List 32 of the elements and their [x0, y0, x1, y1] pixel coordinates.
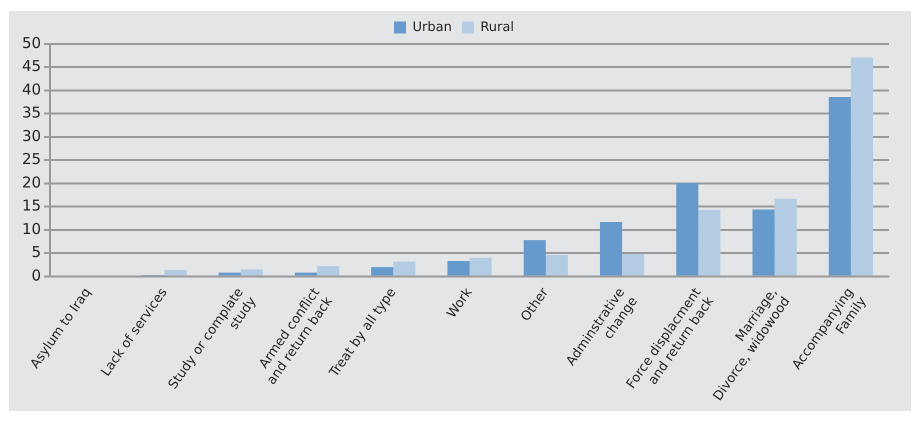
bar: [698, 210, 720, 276]
bar: [218, 272, 241, 276]
bar: [447, 261, 470, 276]
bar: [317, 266, 340, 276]
y-tick-label: 40: [22, 80, 42, 98]
bar: [294, 272, 318, 276]
y-tick-label: 0: [32, 266, 42, 284]
bar: [164, 270, 187, 276]
y-tick-label: 25: [22, 150, 42, 168]
bar: [393, 261, 416, 276]
y-tick-label: 30: [22, 126, 42, 145]
y-tick-label: 50: [22, 34, 42, 52]
bar: [546, 254, 568, 276]
bar: [752, 209, 775, 276]
y-tick-label: 5: [32, 243, 42, 262]
y-tick-label: 35: [22, 104, 42, 122]
bar: [524, 240, 546, 276]
legend-label: Rural: [480, 20, 514, 35]
bar: [850, 57, 873, 276]
y-tick-label: 15: [22, 196, 42, 215]
y-tick-label: 10: [22, 220, 42, 238]
bar: [676, 182, 698, 276]
bar: [774, 198, 797, 276]
legend-label: Urban: [412, 20, 452, 35]
bar: [371, 267, 394, 276]
bar: [622, 254, 644, 276]
bar: [470, 258, 492, 276]
y-tick-label: 45: [22, 57, 42, 76]
y-tick-label: 20: [22, 173, 42, 192]
bar: [600, 222, 622, 276]
bar: [240, 269, 263, 276]
bar: [828, 96, 851, 276]
